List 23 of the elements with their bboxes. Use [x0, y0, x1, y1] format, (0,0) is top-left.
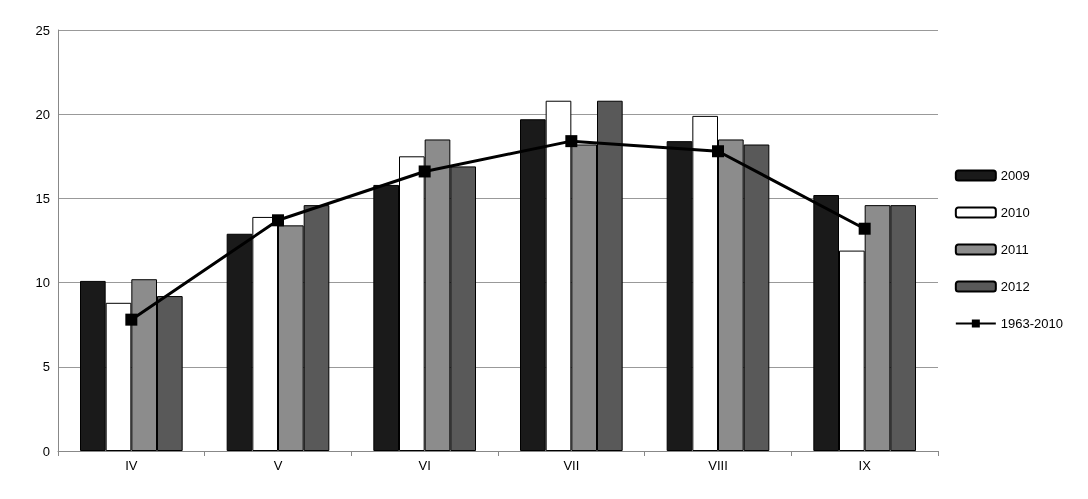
point	[272, 214, 284, 227]
point	[858, 222, 871, 235]
point	[125, 313, 138, 326]
x-tick-label: VIII	[708, 458, 728, 473]
y-tick-label: 15	[35, 190, 50, 206]
legend-label: 2011	[1000, 242, 1029, 257]
point	[712, 145, 724, 158]
y-tick-label: 25	[35, 22, 50, 38]
x-tick-label: IX	[858, 458, 872, 473]
legend-label: 1963-2010	[1000, 316, 1063, 331]
x-tick-label: VII	[563, 458, 580, 473]
legend-label: 2012	[1000, 279, 1030, 294]
y-tick-label: 10	[35, 275, 50, 291]
legend-label: 2010	[1000, 205, 1030, 220]
y-tick-label: 20	[35, 106, 50, 122]
x-tick-label: V	[273, 458, 283, 473]
y-tick-label: 0	[42, 443, 50, 459]
y-tick-label: 5	[42, 359, 50, 375]
legend-label: 2009	[1000, 168, 1030, 183]
x-tick-label: IV	[125, 458, 138, 473]
point	[418, 165, 431, 178]
point	[565, 135, 578, 148]
x-tick-label: VI	[418, 458, 431, 473]
